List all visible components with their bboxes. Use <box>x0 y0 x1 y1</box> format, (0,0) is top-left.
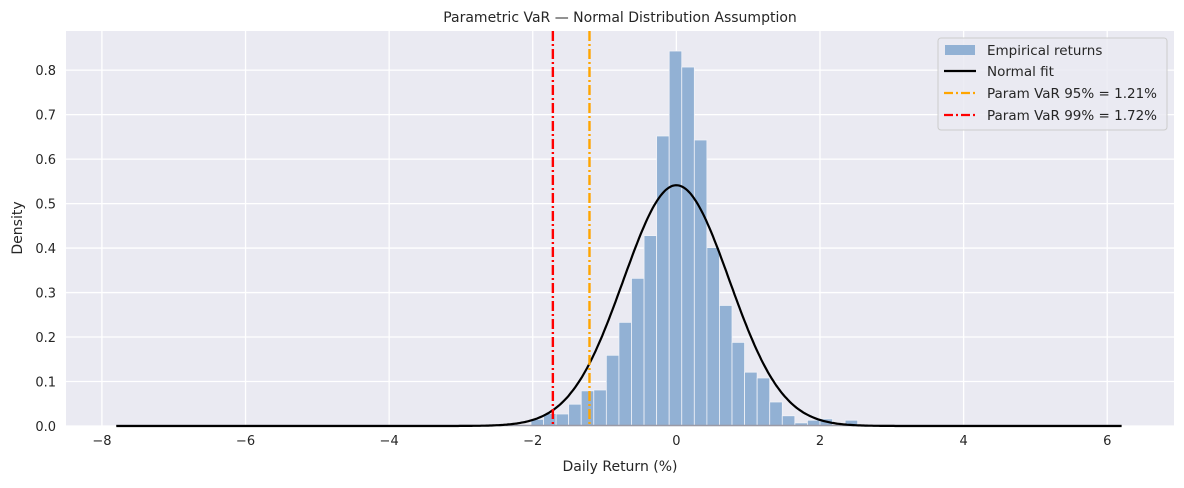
legend: Empirical returns Normal fit Param VaR 9… <box>937 37 1168 131</box>
y-tick-label: 0.0 <box>35 420 56 435</box>
var-lines <box>551 31 591 426</box>
legend-label-histogram: Empirical returns <box>987 43 1102 59</box>
legend-label-normal: Normal fit <box>987 64 1054 80</box>
legend-swatch-histogram <box>945 45 975 55</box>
histogram-bar <box>656 135 670 427</box>
legend-label-var99: Param VaR 99% = 1.72% <box>987 108 1157 124</box>
histogram-bar <box>756 377 771 427</box>
histogram-bar <box>580 390 595 427</box>
histogram-bar <box>719 305 733 427</box>
y-tick-label: 0.4 <box>35 242 56 257</box>
histogram-bar <box>769 401 783 427</box>
legend-label-var95: Param VaR 95% = 1.21% <box>987 86 1157 102</box>
histogram-bar <box>681 66 695 427</box>
histogram-bars <box>530 50 859 427</box>
y-tick-label: 0.8 <box>35 64 56 79</box>
histogram-bar <box>744 371 758 427</box>
x-tick-label: −6 <box>236 434 255 449</box>
histogram-bar <box>605 354 620 427</box>
histogram-bar <box>668 50 683 427</box>
y-tick-label: 0.7 <box>35 109 56 124</box>
x-tick-label: −8 <box>92 434 111 449</box>
histogram-bar <box>693 139 708 427</box>
x-tick-label: 6 <box>1103 434 1111 449</box>
histogram-bar <box>643 235 658 427</box>
x-tick-label: 2 <box>816 434 824 449</box>
histogram-bar <box>781 415 796 427</box>
histogram-bar <box>706 247 720 427</box>
histogram-bar <box>731 341 745 427</box>
chart-title: Parametric VaR — Normal Distribution Ass… <box>443 10 797 26</box>
y-tick-label: 0.2 <box>35 331 56 346</box>
x-tick-labels: −8 −6 −4 −2 0 2 4 6 <box>92 434 1111 449</box>
y-tick-labels: 0.0 0.1 0.2 0.3 0.4 0.5 0.6 0.7 0.8 <box>35 64 56 435</box>
y-axis-label: Density <box>10 201 26 254</box>
x-tick-label: −4 <box>380 434 399 449</box>
y-tick-label: 0.6 <box>35 153 56 168</box>
histogram-bar <box>555 413 570 427</box>
normal-fit-curve <box>116 184 1122 428</box>
x-tick-label: 4 <box>959 434 967 449</box>
y-tick-label: 0.5 <box>35 198 56 213</box>
x-tick-label: −2 <box>523 434 542 449</box>
histogram-bar <box>593 389 607 427</box>
x-tick-label: 0 <box>672 434 680 449</box>
histogram-bar <box>568 403 582 427</box>
x-axis-label: Daily Return (%) <box>562 459 677 475</box>
y-tick-label: 0.3 <box>35 287 56 302</box>
histogram-bar <box>631 277 645 427</box>
y-tick-label: 0.1 <box>35 376 56 391</box>
histogram-bar <box>618 321 632 427</box>
